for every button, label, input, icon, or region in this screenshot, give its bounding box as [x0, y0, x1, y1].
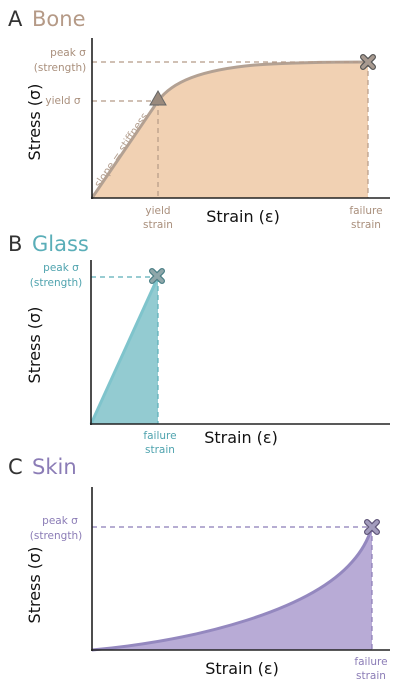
bone-yield-strain-1: yield	[145, 205, 170, 217]
bone-peak-label-1: peak σ	[50, 47, 86, 59]
bone-failure-2: strain	[351, 219, 381, 231]
glass-peak-label-1: peak σ	[43, 262, 79, 274]
glass-peak-label-2: (strength)	[30, 277, 82, 289]
skin-failure-2: strain	[356, 670, 386, 682]
glass-xlabel: Strain (ε)	[204, 428, 278, 447]
glass-curve	[89, 276, 160, 425]
bone-peak-label-2: (strength)	[34, 62, 86, 74]
x-icon	[149, 268, 165, 284]
panel-b-title: Glass	[32, 232, 89, 256]
triangle-icon	[149, 89, 167, 106]
glass-failure-1: failure	[143, 430, 176, 442]
skin-curve	[91, 526, 374, 652]
panel-bone: A Bone peak σ (strength) yield σ slope =…	[8, 7, 390, 231]
skin-xlabel: Strain (ε)	[205, 659, 279, 678]
panel-glass: B Glass peak σ (strength) Stress (σ) Str…	[8, 232, 390, 456]
glass-failure-2: strain	[145, 444, 175, 456]
bone-yield-strain-2: strain	[143, 219, 173, 231]
bone-xlabel: Strain (ε)	[206, 207, 280, 226]
x-icon	[364, 519, 380, 535]
skin-ylabel: Stress (σ)	[25, 547, 44, 624]
panel-b-letter: B	[8, 232, 22, 256]
bone-ylabel: Stress (σ)	[25, 84, 44, 161]
x-icon	[360, 54, 376, 70]
panel-a-letter: A	[8, 7, 23, 31]
panel-c-title: Skin	[32, 455, 77, 479]
glass-ylabel: Stress (σ)	[25, 307, 44, 384]
skin-area	[92, 527, 372, 650]
skin-failure-1: failure	[354, 656, 387, 668]
panel-c-letter: C	[8, 455, 23, 479]
skin-peak-label-2: (strength)	[30, 530, 82, 542]
bone-failure-1: failure	[349, 205, 382, 217]
skin-peak-label-1: peak σ	[42, 515, 78, 527]
panel-skin: C Skin peak σ (strength) Stress (σ) Stra…	[8, 455, 390, 682]
panel-a-title: Bone	[32, 7, 85, 31]
bone-area	[92, 62, 368, 198]
bone-yield-label: yield σ	[45, 95, 81, 107]
